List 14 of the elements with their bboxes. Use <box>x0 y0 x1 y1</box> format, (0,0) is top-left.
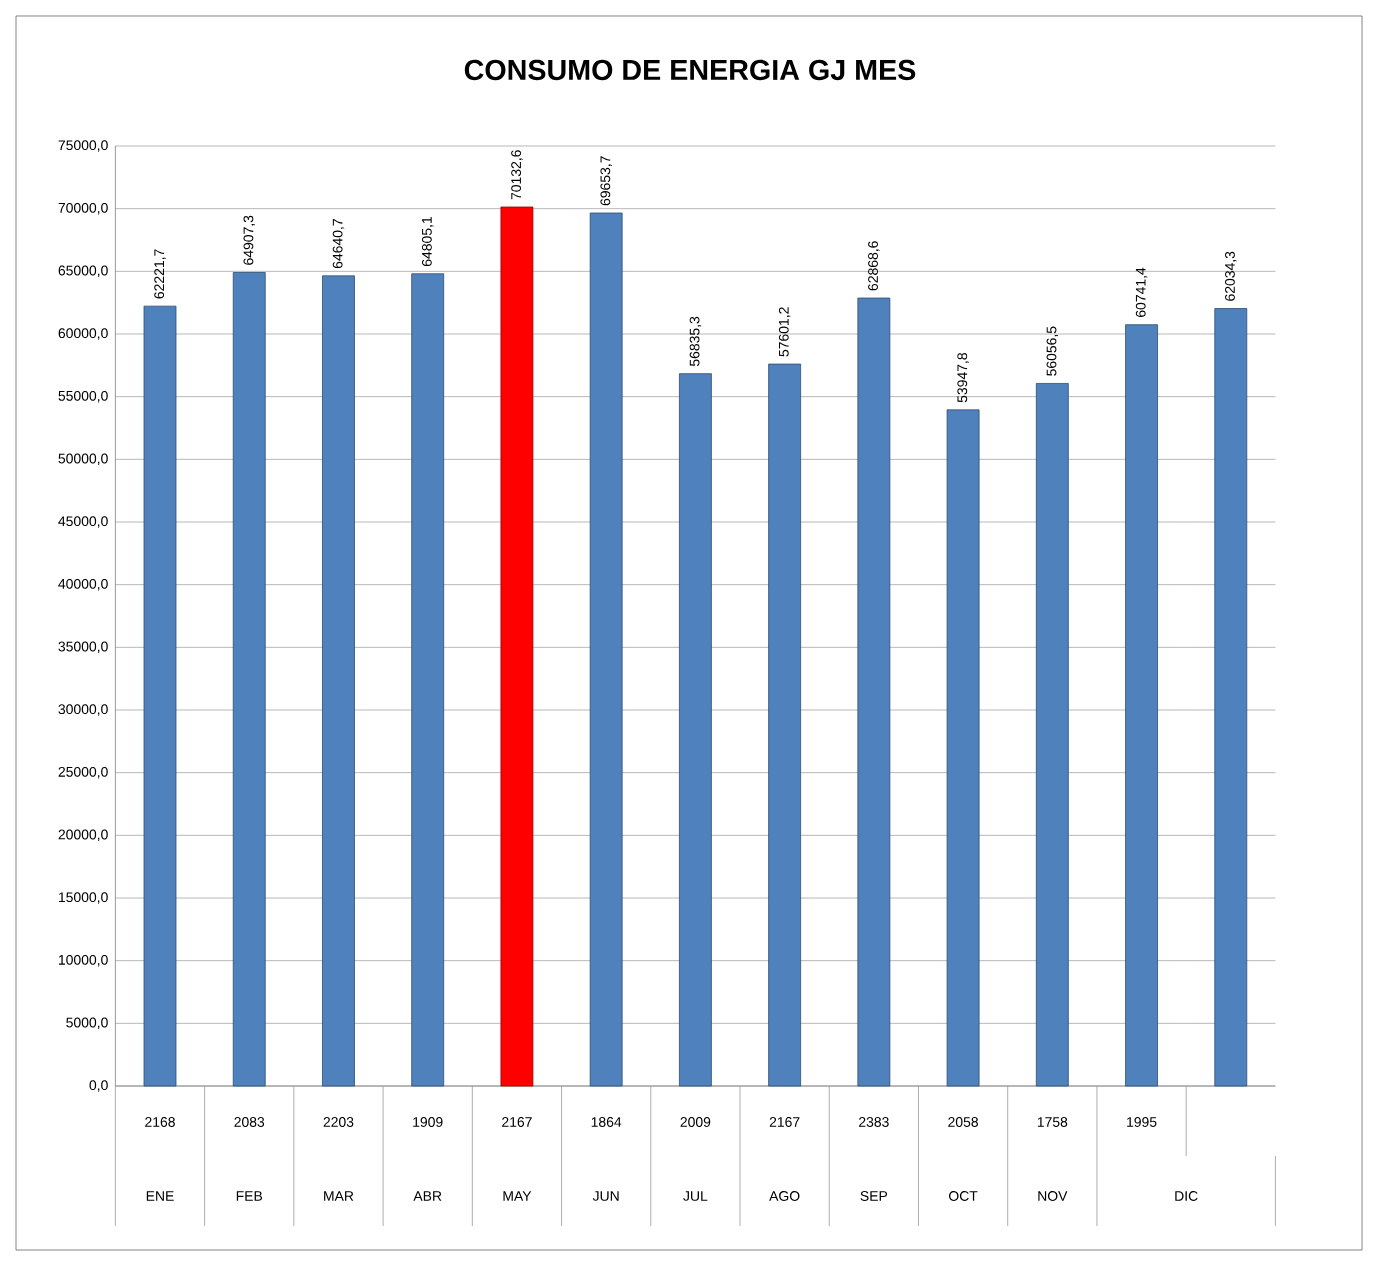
bar <box>143 305 177 1087</box>
bar <box>678 373 712 1087</box>
bar <box>946 409 980 1087</box>
bar <box>857 297 891 1087</box>
bar <box>1214 308 1248 1087</box>
bar <box>411 273 445 1087</box>
bar <box>589 212 623 1087</box>
bar <box>1035 383 1069 1087</box>
bar <box>322 275 355 1087</box>
bar <box>768 363 802 1087</box>
bar <box>232 272 266 1087</box>
bar <box>1125 324 1158 1087</box>
bar <box>500 206 534 1087</box>
chart-title: CONSUMO DE ENERGIA GJ MES <box>464 59 916 81</box>
